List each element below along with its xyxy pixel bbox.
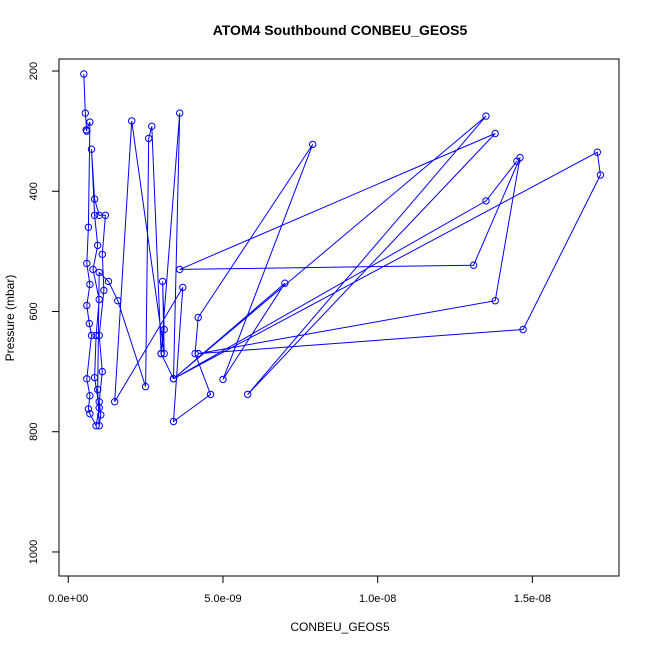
data-point <box>191 349 199 358</box>
data-point <box>84 405 93 413</box>
data-point <box>176 109 184 117</box>
data-point <box>158 277 167 286</box>
data-point <box>85 319 94 328</box>
data-point <box>94 385 102 394</box>
y-tick-label: 1000 <box>28 540 40 564</box>
x-tick-label: 1.0e-08 <box>359 593 396 605</box>
y-tick-label: 600 <box>28 302 40 320</box>
data-point <box>176 265 184 274</box>
data-point <box>114 297 122 305</box>
data-point <box>83 259 91 268</box>
x-axis: 0.0e+00 5.0e-09 1.0e-08 1.5e-08 <box>48 575 551 605</box>
data-point <box>482 197 490 205</box>
data-point <box>596 171 605 179</box>
data-point <box>101 211 110 220</box>
data-point <box>169 417 178 426</box>
data-point <box>491 129 499 138</box>
data-point <box>194 349 202 358</box>
data-point <box>309 140 317 149</box>
data-point <box>95 422 103 430</box>
data-point <box>128 117 136 125</box>
data-point <box>104 277 113 286</box>
data-point <box>111 398 119 406</box>
data-point <box>94 241 102 250</box>
data-point <box>89 265 97 274</box>
data-point <box>82 126 90 134</box>
series-group <box>80 70 605 430</box>
data-point <box>87 331 96 340</box>
y-axis: 200 400 600 800 1000 <box>28 62 60 564</box>
x-axis-label: CONBEU_GEOS5 <box>290 620 390 634</box>
data-point <box>219 375 227 384</box>
data-point <box>145 134 153 143</box>
data-point <box>83 301 91 310</box>
data-point <box>95 268 103 277</box>
data-point <box>80 70 88 78</box>
data-point <box>90 373 99 382</box>
data-point <box>148 122 156 131</box>
data-point <box>244 390 252 399</box>
data-point <box>86 392 94 400</box>
data-point <box>98 367 107 376</box>
data-point <box>141 382 150 391</box>
data-point <box>179 283 187 292</box>
x-tick-label: 5.0e-09 <box>204 593 241 605</box>
data-point <box>160 325 168 334</box>
data-point <box>469 261 478 269</box>
data-point <box>513 157 521 165</box>
data-point <box>194 313 202 322</box>
data-point <box>160 349 168 358</box>
data-point <box>84 223 93 232</box>
y-tick-label: 800 <box>28 423 40 441</box>
x-tick-label: 1.5e-08 <box>514 593 551 605</box>
data-point <box>206 390 215 399</box>
data-point <box>95 295 103 304</box>
y-tick-label: 400 <box>28 182 40 200</box>
data-point <box>95 331 103 340</box>
data-point <box>593 148 601 156</box>
data-point <box>157 349 165 358</box>
data-point <box>86 280 94 289</box>
data-point <box>90 211 99 220</box>
data-point <box>81 109 90 117</box>
y-tick-label: 200 <box>28 62 40 80</box>
x-tick-label: 0.0e+00 <box>48 593 88 605</box>
data-point <box>98 250 107 259</box>
series-line <box>83 73 601 428</box>
data-point <box>87 145 96 153</box>
data-point <box>491 297 499 305</box>
chart-title: ATOM4 Southbound CONBEU_GEOS5 <box>213 22 468 38</box>
data-point <box>169 375 178 383</box>
data-point <box>92 331 100 340</box>
data-point <box>482 112 490 120</box>
data-point <box>86 118 94 126</box>
data-point <box>519 325 527 334</box>
data-point <box>83 375 91 383</box>
data-series <box>80 70 605 430</box>
data-point <box>100 286 108 295</box>
data-point <box>90 195 99 203</box>
data-point <box>97 411 105 419</box>
data-point <box>281 279 289 287</box>
data-point <box>95 398 103 406</box>
data-point <box>86 410 94 418</box>
data-point <box>92 422 100 430</box>
y-axis-label: Pressure (mbar) <box>3 275 17 362</box>
